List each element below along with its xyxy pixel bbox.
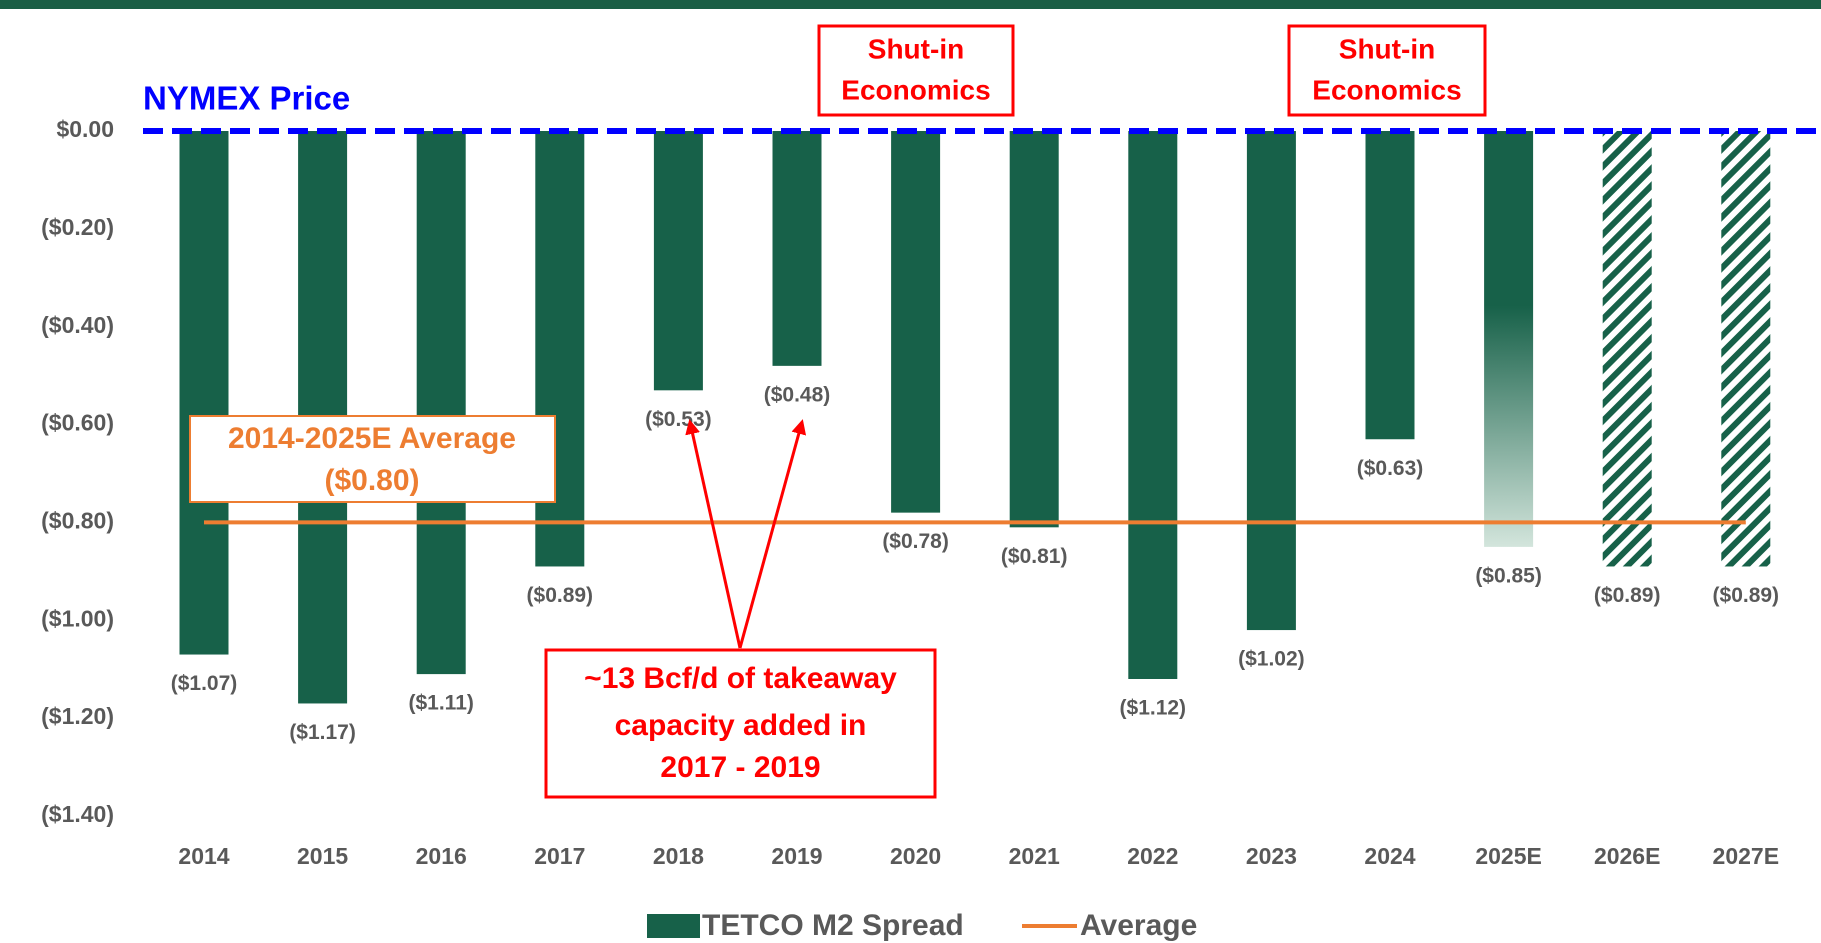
x-tick-label: 2017 [534, 843, 585, 869]
bar [1365, 131, 1415, 440]
x-tick-label: 2023 [1246, 843, 1297, 869]
y-tick-label: ($1.00) [41, 605, 114, 631]
x-tick-label: 2016 [416, 843, 467, 869]
value-label: ($0.89) [1713, 584, 1780, 607]
bar [1721, 131, 1771, 567]
value-label: ($0.85) [1475, 564, 1542, 587]
annotation-box [817, 24, 1015, 117]
x-tick-label: 2014 [178, 843, 229, 869]
bar [1009, 131, 1059, 528]
legend-swatch [647, 914, 700, 938]
legend-label: Average [1080, 909, 1197, 942]
value-label: ($0.81) [1001, 545, 1068, 568]
annotation-text: Shut-in [1339, 33, 1435, 64]
y-tick-label: $0.00 [56, 116, 114, 142]
value-label: ($0.89) [1594, 584, 1661, 607]
bar [653, 131, 703, 391]
annotation-box [544, 648, 937, 799]
annotation-text: Economics [841, 74, 990, 105]
x-tick-label: 2018 [653, 843, 704, 869]
value-label: ($0.53) [645, 408, 712, 431]
x-tick-label: 2015 [297, 843, 348, 869]
x-tick-label: 2021 [1009, 843, 1060, 869]
annotation-text: Shut-in [868, 33, 964, 64]
x-tick-label: 2025E [1475, 843, 1542, 869]
annotation-text: 2017 - 2019 [660, 751, 820, 784]
annotation-box [1287, 24, 1487, 117]
arrow [738, 419, 807, 649]
bar [891, 131, 941, 513]
x-tick-label: 2027E [1713, 843, 1780, 869]
value-label: ($1.17) [289, 721, 356, 744]
x-tick-label: 2022 [1127, 843, 1178, 869]
value-label: ($1.02) [1238, 648, 1305, 671]
x-tick-label: 2020 [890, 843, 941, 869]
bar [179, 131, 229, 655]
bar [1602, 131, 1652, 567]
arrow [685, 419, 742, 649]
annotation-text: Economics [1312, 74, 1461, 105]
y-tick-label: ($1.40) [41, 801, 114, 827]
value-label: ($0.63) [1357, 457, 1424, 480]
value-label: ($1.07) [171, 672, 238, 695]
average-label: 2014-2025E Average [228, 422, 516, 455]
bar [772, 131, 822, 366]
y-tick-label: ($0.80) [41, 508, 114, 534]
value-label: ($1.12) [1120, 697, 1187, 720]
y-tick-label: ($0.40) [41, 312, 114, 338]
bar [1246, 131, 1296, 631]
annotation-text: ~13 Bcf/d of takeaway [584, 662, 897, 695]
reference-label: NYMEX Price [143, 80, 350, 117]
average-value-label: ($0.80) [324, 464, 419, 497]
average-box [189, 415, 556, 503]
annotation-text: capacity added in [615, 709, 867, 742]
legend-label: TETCO M2 Spread [702, 909, 964, 942]
bar [1484, 131, 1534, 547]
value-label: ($0.48) [764, 383, 831, 406]
x-tick-label: 2026E [1594, 843, 1661, 869]
top-band [0, 0, 1821, 9]
value-label: ($0.89) [527, 584, 594, 607]
x-tick-label: 2019 [771, 843, 822, 869]
x-tick-label: 2024 [1364, 843, 1415, 869]
y-tick-label: ($0.20) [41, 214, 114, 240]
bar [1128, 131, 1178, 679]
y-tick-label: ($1.20) [41, 703, 114, 729]
bar [416, 131, 466, 675]
value-label: ($1.11) [409, 692, 474, 715]
value-label: ($0.78) [882, 530, 949, 553]
y-tick-label: ($0.60) [41, 410, 114, 436]
